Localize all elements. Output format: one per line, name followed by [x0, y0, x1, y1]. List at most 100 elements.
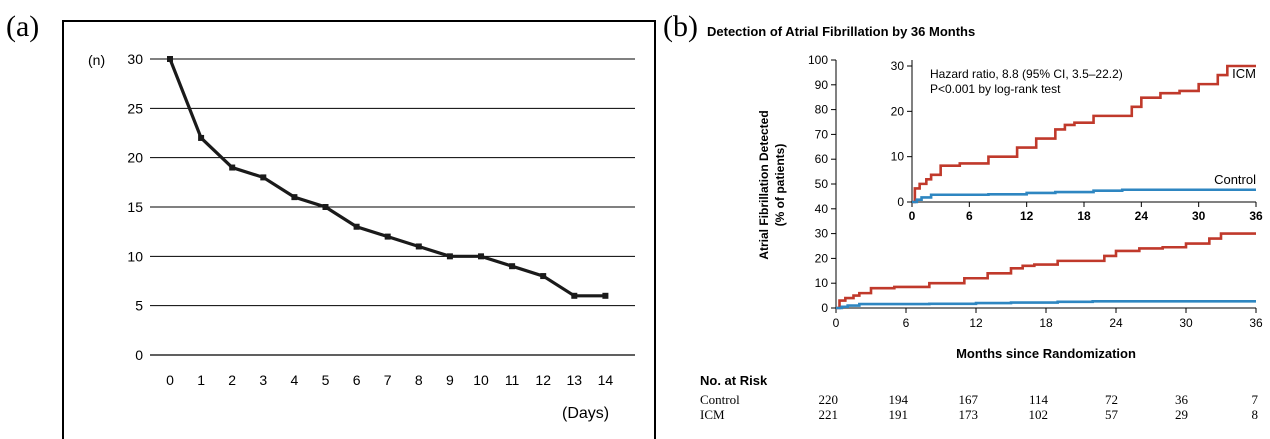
- inset-y-tick-label: 30: [891, 59, 905, 73]
- series-line-a: [168, 58, 606, 298]
- y-tick-label-b: 40: [815, 202, 829, 216]
- inset-x-tick-label: 0: [909, 209, 916, 223]
- risk-cell: 57: [1105, 407, 1118, 422]
- inset-x-tick-label: 30: [1192, 209, 1206, 223]
- data-point-a: [322, 204, 329, 210]
- x-tick-label-a: 7: [384, 372, 392, 388]
- data-point-a: [571, 292, 578, 299]
- x-tick-label-b: 30: [1179, 316, 1193, 330]
- y-tick-label-b: 10: [815, 276, 829, 290]
- x-tick-label-a: 1: [197, 372, 205, 388]
- y-tick-label-b: 0: [821, 301, 828, 315]
- risk-row-label: ICM: [700, 407, 725, 422]
- inset-x-tick-label: 18: [1077, 209, 1091, 223]
- inset-annotation-line1: Hazard ratio, 8.8 (95% CI, 3.5–22.2): [930, 67, 1123, 81]
- x-tick-label-b: 18: [1039, 316, 1053, 330]
- inset-y-tick-label: 10: [891, 150, 905, 164]
- data-point-a: [446, 253, 453, 260]
- y-tick-label-a: 20: [127, 150, 143, 166]
- data-point-a: [291, 194, 298, 201]
- x-tick-label-a: 4: [291, 372, 299, 388]
- data-point-a: [229, 164, 236, 171]
- risk-row-label: Control: [700, 392, 740, 407]
- x-tick-label-a: 11: [505, 372, 520, 388]
- inset-control-label: Control: [1214, 172, 1256, 187]
- risk-cell: 191: [888, 407, 909, 422]
- data-point-a: [540, 273, 547, 280]
- risk-cell: 173: [958, 407, 979, 422]
- y-tick-label-b: 30: [815, 227, 829, 241]
- data-point-a: [353, 223, 360, 230]
- x-tick-label-a: 2: [228, 372, 236, 388]
- y-tick-label-b: 20: [815, 251, 829, 265]
- x-tick-label-a: 0: [166, 372, 174, 388]
- inset-y-tick-label: 0: [897, 195, 904, 209]
- inset-series-line-icm: [912, 64, 1256, 204]
- y-axis-label-b-line1: Atrial Fibrillation Detected: [757, 110, 771, 259]
- x-tick-label-a: 8: [415, 372, 423, 388]
- x-tick-label-a: 9: [446, 372, 454, 388]
- inset-annotation-line2: P<0.001 by log-rank test: [930, 82, 1061, 96]
- y-tick-label-b: 90: [815, 78, 829, 92]
- risk-cell: 8: [1251, 407, 1259, 422]
- y-tick-label-b: 60: [815, 152, 829, 166]
- risk-cell: 194: [888, 392, 909, 407]
- data-point-a: [198, 134, 205, 141]
- y-axis-label-b-line2: (% of patients): [773, 144, 787, 227]
- risk-table-title: No. at Risk: [700, 373, 768, 388]
- risk-cell: 221: [818, 407, 839, 422]
- panel-a-frame: [62, 20, 656, 439]
- series-line-b-icm: [836, 232, 1256, 310]
- x-tick-label-b: 6: [903, 316, 910, 330]
- risk-cell: 29: [1175, 407, 1188, 422]
- y-tick-label-a: 15: [127, 199, 143, 215]
- x-axis-label-b: Months since Randomization: [956, 346, 1136, 361]
- data-point-a: [415, 243, 422, 250]
- risk-cell: 102: [1028, 407, 1049, 422]
- risk-cell: 167: [958, 392, 979, 407]
- x-tick-label-b: 12: [969, 316, 983, 330]
- x-tick-label-a: 12: [535, 372, 551, 388]
- y-tick-label-a: 0: [135, 347, 143, 363]
- inset-series-line-control: [912, 188, 1256, 204]
- x-tick-label-a: 5: [322, 372, 330, 388]
- y-tick-label-a: 5: [135, 298, 143, 314]
- data-point-a: [260, 174, 267, 181]
- inset-x-tick-label: 6: [966, 209, 973, 223]
- inset-y-tick-label: 20: [891, 104, 905, 118]
- inset-x-tick-label: 36: [1249, 209, 1263, 223]
- y-tick-label-a: 30: [127, 51, 143, 67]
- y-tick-label-a: 10: [127, 248, 143, 264]
- data-point-a: [384, 233, 391, 240]
- data-point-a: [478, 253, 484, 260]
- y-tick-label-b: 80: [815, 103, 829, 117]
- panel-a-label: (a): [6, 10, 40, 43]
- inset-background: [912, 60, 1262, 202]
- x-tick-label-a: 14: [598, 372, 614, 388]
- data-point-a: [509, 263, 516, 270]
- risk-cell: 7: [1251, 392, 1259, 407]
- data-point-a: [167, 56, 173, 62]
- inset-icm-label: ICM: [1232, 66, 1256, 81]
- x-tick-label-b: 36: [1249, 316, 1263, 330]
- x-tick-label-a: 3: [259, 372, 267, 388]
- risk-cell: 220: [818, 392, 839, 407]
- x-tick-label-b: 24: [1109, 316, 1123, 330]
- inset-x-tick-label: 24: [1135, 209, 1149, 223]
- y-axis-label-a: (n): [88, 52, 105, 68]
- y-tick-label-b: 50: [815, 177, 829, 191]
- risk-cell: 114: [1028, 392, 1048, 407]
- risk-cell: 72: [1105, 392, 1118, 407]
- chart-b-title: Detection of Atrial Fibrillation by 36 M…: [707, 24, 975, 39]
- y-tick-label-b: 70: [815, 127, 829, 141]
- inset-x-tick-label: 12: [1020, 209, 1034, 223]
- x-tick-label-a: 6: [353, 372, 361, 388]
- data-point-a: [602, 292, 609, 299]
- x-tick-label-a: 10: [473, 372, 489, 388]
- y-tick-label-a: 25: [127, 100, 143, 116]
- risk-cell: 36: [1175, 392, 1188, 407]
- x-tick-label-a: 13: [567, 372, 583, 388]
- x-axis-label-a: (Days): [562, 405, 609, 422]
- x-tick-label-b: 0: [833, 316, 840, 330]
